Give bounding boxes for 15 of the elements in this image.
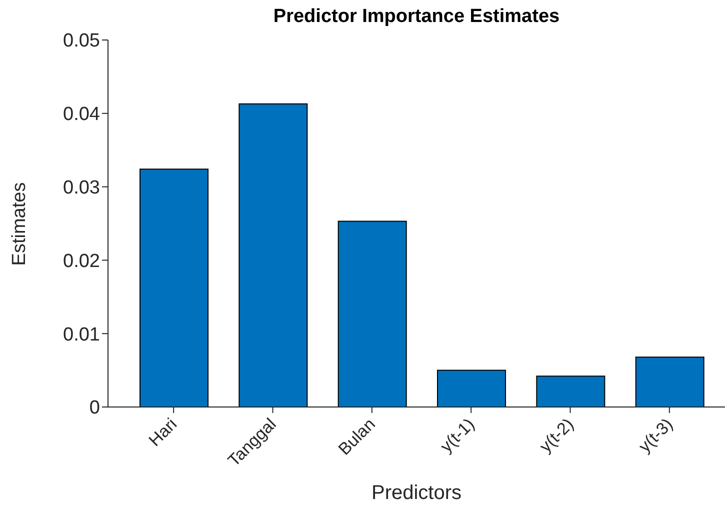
y-tick-label: 0.05 — [63, 30, 100, 52]
bar — [536, 376, 606, 407]
y-tick-label: 0.02 — [63, 250, 100, 272]
y-tick-label: 0 — [89, 398, 100, 419]
x-axis-title: Predictors — [370, 482, 463, 505]
y-tick-label: 0.01 — [63, 324, 100, 346]
bar — [635, 356, 704, 407]
bar — [238, 103, 308, 407]
y-tick-label: 0.04 — [63, 104, 100, 126]
y-tick-label: 0.03 — [63, 178, 100, 199]
bar — [437, 370, 506, 407]
chart-title: Predictor Importance Estimates — [272, 6, 561, 28]
bar — [140, 168, 208, 407]
bar — [338, 220, 407, 407]
y-axis-title: Estimates — [9, 182, 31, 266]
